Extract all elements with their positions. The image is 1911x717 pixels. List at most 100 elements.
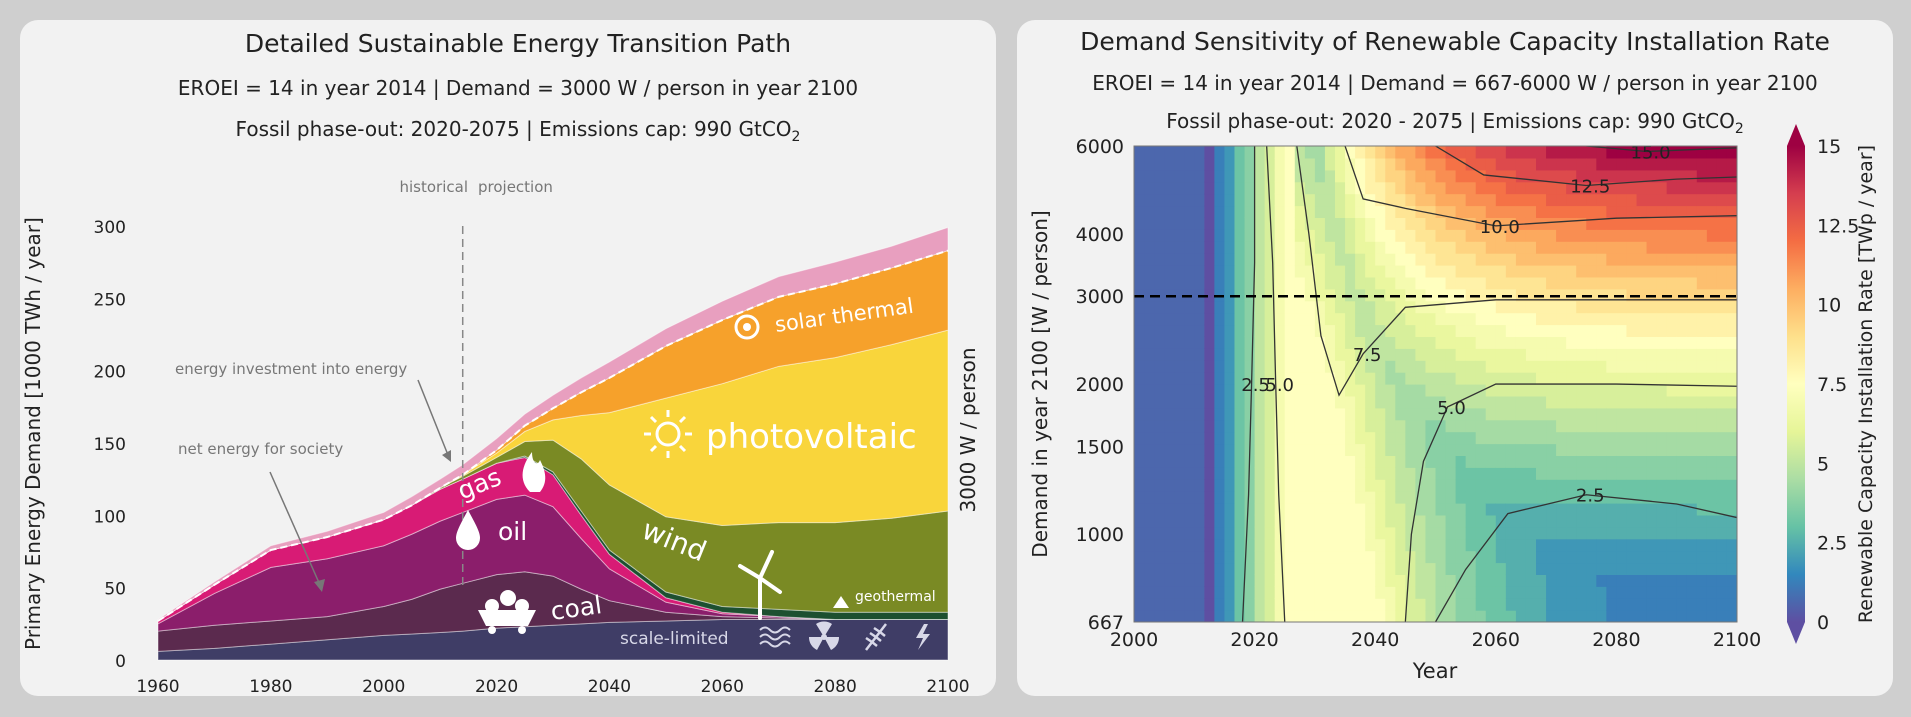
heatmap-cell: [1385, 550, 1396, 564]
heatmap-cell: [1616, 300, 1628, 314]
heatmap-cell: [1525, 288, 1537, 302]
heatmap-cell: [1264, 419, 1276, 433]
heatmap-cell: [1224, 288, 1236, 302]
heatmap-cell: [1274, 360, 1286, 373]
heatmap-cell: [1636, 193, 1648, 207]
heatmap-cell: [1294, 562, 1306, 575]
heatmap-cell: [1525, 550, 1537, 564]
heatmap-cell: [1666, 550, 1678, 564]
heatmap-cell: [1264, 407, 1276, 421]
heatmap-cell: [1435, 455, 1447, 468]
y-tick-label: 250: [94, 290, 126, 310]
heatmap-cell: [1536, 574, 1547, 587]
heatmap-cell: [1234, 610, 1246, 622]
heatmap-cell: [1636, 372, 1648, 385]
heatmap-cell: [1324, 443, 1336, 456]
heatmap-cell: [1686, 598, 1698, 611]
heatmap-cell: [1174, 312, 1185, 326]
heatmap-cell: [1304, 229, 1316, 242]
heatmap-cell: [1385, 205, 1396, 218]
heatmap-cell: [1606, 229, 1617, 242]
heatmap-cell: [1335, 384, 1346, 397]
heatmap-cell: [1696, 276, 1708, 290]
heatmap-cell: [1395, 288, 1406, 302]
heatmap-cell: [1686, 217, 1698, 230]
heatmap-cell: [1726, 241, 1737, 254]
heatmap-cell: [1375, 241, 1386, 254]
heatmap-cell: [1706, 348, 1718, 361]
plot-frame: [1133, 145, 1738, 623]
heatmap-cell: [1726, 550, 1737, 564]
heatmap-cell: [1224, 455, 1236, 468]
chart-title: Detailed Sustainable Energy Transition P…: [245, 29, 791, 58]
heatmap-cell: [1505, 265, 1517, 278]
heatmap-cell: [1244, 407, 1256, 421]
heatmap-cell: [1495, 550, 1507, 564]
heatmap-cell: [1174, 348, 1185, 361]
heatmap-cell: [1214, 467, 1226, 480]
heatmap-cell: [1335, 229, 1346, 242]
heatmap-cell: [1606, 538, 1617, 552]
heatmap-cell: [1144, 157, 1155, 171]
heatmap-cell: [1214, 419, 1226, 433]
heatmap-cell: [1455, 431, 1467, 445]
heatmap-cell: [1284, 526, 1296, 540]
heatmap-cell: [1696, 574, 1708, 587]
heatmap-cell: [1204, 241, 1215, 254]
heatmap-cell: [1726, 312, 1737, 326]
heatmap-cell: [1184, 217, 1195, 230]
y-tick-label: 6000: [1076, 136, 1124, 158]
heatmap-cell: [1294, 491, 1306, 504]
heatmap-cell: [1184, 467, 1195, 480]
heatmap-cell: [1294, 276, 1306, 290]
heatmap-cell: [1174, 538, 1185, 552]
heatmap-cell: [1576, 300, 1587, 314]
heatmap-cell: [1505, 300, 1517, 314]
heatmap-cell: [1546, 336, 1557, 349]
heatmap-cell: [1294, 407, 1306, 421]
heatmap-cell: [1324, 514, 1336, 528]
heatmap-cell: [1676, 550, 1688, 564]
heatmap-cell: [1365, 193, 1376, 207]
heatmap-cell: [1345, 157, 1356, 171]
heatmap-cell: [1626, 395, 1638, 409]
heatmap-cell: [1365, 503, 1376, 516]
heatmap-cell: [1194, 348, 1205, 361]
heatmap-cell: [1425, 419, 1437, 433]
heatmap-cell: [1576, 372, 1587, 385]
heatmap-cell: [1425, 407, 1437, 421]
heatmap-cell: [1224, 407, 1236, 421]
heatmap-cell: [1335, 193, 1346, 207]
heatmap-cell: [1184, 431, 1195, 445]
heatmap-cell: [1586, 431, 1597, 445]
arrow-energy-investment: [417, 379, 449, 456]
heatmap-cell: [1375, 193, 1386, 207]
heatmap-cell: [1254, 610, 1266, 622]
heatmap-cell: [1395, 181, 1406, 195]
heatmap-cell: [1666, 205, 1678, 218]
heatmap-cell: [1254, 443, 1266, 456]
heatmap-cell: [1345, 229, 1356, 242]
heatmap-cell: [1626, 384, 1638, 397]
heatmap-cell: [1365, 288, 1376, 302]
heatmap-cell: [1706, 538, 1718, 552]
heatmap-cell: [1144, 253, 1155, 266]
heatmap-cell: [1314, 467, 1326, 480]
heatmap-cell: [1646, 372, 1658, 385]
heatmap-cell: [1686, 550, 1698, 564]
heatmap-cell: [1646, 491, 1658, 504]
heatmap-cell: [1556, 431, 1567, 445]
heatmap-cell: [1134, 276, 1145, 290]
heatmap-cell: [1385, 360, 1396, 373]
heatmap-cell: [1626, 360, 1638, 373]
heatmap-cell: [1425, 324, 1437, 337]
heatmap-cell: [1304, 407, 1316, 421]
heatmap-cell: [1606, 395, 1617, 409]
heatmap-cell: [1465, 324, 1477, 337]
heatmap-cell: [1596, 265, 1607, 278]
heatmap-cell: [1144, 169, 1155, 183]
heatmap-cell: [1546, 241, 1557, 254]
heatmap-cell: [1194, 265, 1205, 278]
heatmap-cell: [1375, 598, 1386, 611]
heatmap-cell: [1566, 300, 1577, 314]
